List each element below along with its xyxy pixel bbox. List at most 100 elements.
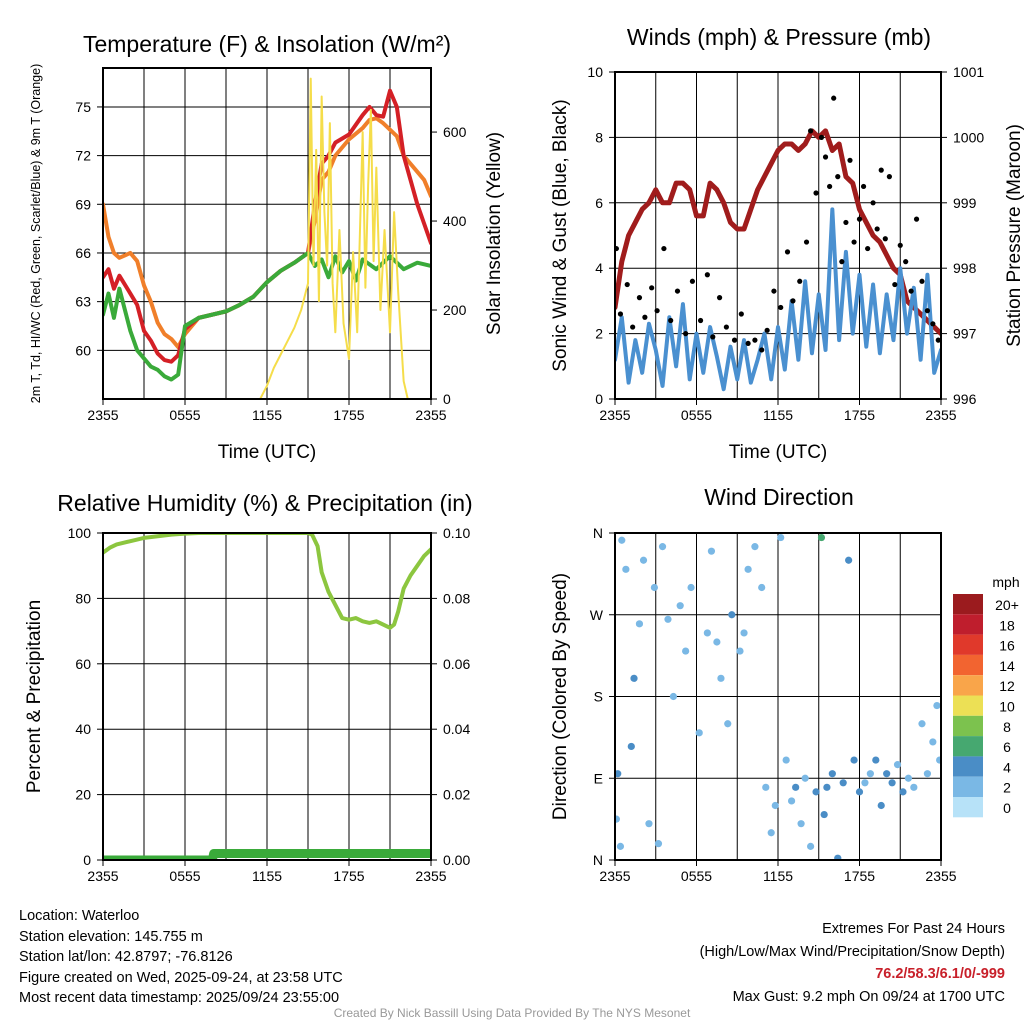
direction-point bbox=[658, 543, 667, 551]
y-tick-label: N bbox=[593, 525, 603, 541]
gust-point bbox=[759, 347, 765, 353]
y-tick-label: 20 bbox=[75, 787, 91, 803]
gust-point bbox=[668, 317, 674, 324]
legend-swatch bbox=[953, 634, 983, 655]
gust-point bbox=[649, 285, 655, 291]
y2-tick-label: 0.04 bbox=[443, 721, 470, 737]
gust-point bbox=[710, 334, 716, 340]
y2-tick-label: 600 bbox=[443, 124, 467, 140]
direction-point bbox=[695, 729, 703, 737]
direction-point bbox=[883, 770, 891, 778]
direction-point bbox=[797, 820, 805, 828]
direction-point bbox=[817, 533, 826, 542]
extremes-values: 76.2/58.3/6.1/0/-999 bbox=[875, 966, 1005, 982]
y2-tick-label: 200 bbox=[443, 302, 467, 318]
direction-point bbox=[828, 770, 836, 778]
gust-point bbox=[839, 259, 845, 265]
x-tick-label: 2355 bbox=[415, 407, 446, 423]
direction-point bbox=[899, 788, 907, 796]
gust-point bbox=[827, 183, 833, 190]
legend-label: 8 bbox=[1003, 719, 1011, 735]
gust-point bbox=[851, 239, 857, 245]
gust-point bbox=[930, 321, 936, 327]
lat-lon: Station lat/lon: 42.8797; -76.8126 bbox=[19, 949, 233, 965]
y2-tick-label: 998 bbox=[953, 260, 977, 276]
direction-point bbox=[923, 770, 932, 778]
direction-point bbox=[801, 774, 809, 782]
direction-point bbox=[820, 810, 828, 819]
recent-timestamp: Most recent data timestamp: 2025/09/24 2… bbox=[19, 990, 340, 1006]
gust-point bbox=[731, 337, 738, 343]
y-tick-label: 40 bbox=[75, 721, 91, 737]
y-tick-label: 72 bbox=[75, 148, 91, 164]
y2-tick-label: 1001 bbox=[953, 64, 984, 80]
gust-point bbox=[919, 278, 925, 284]
panel-2: Relative Humidity (%) & Precipitation (i… bbox=[24, 490, 473, 884]
series-solar-insolation bbox=[103, 77, 431, 399]
gust-point bbox=[860, 183, 867, 190]
y-tick-label: 66 bbox=[75, 245, 91, 261]
plot-frame bbox=[614, 532, 942, 861]
direction-point bbox=[771, 801, 779, 810]
y2-tick-label: 0.06 bbox=[443, 656, 470, 672]
legend-label: 18 bbox=[999, 617, 1015, 633]
y2-tick-label: 0.10 bbox=[443, 525, 470, 541]
y2-tick-label: 400 bbox=[443, 213, 467, 229]
y2-tick-label: 0.02 bbox=[443, 787, 470, 803]
gust-point bbox=[642, 314, 648, 320]
gust-point bbox=[870, 200, 876, 206]
direction-point bbox=[622, 565, 630, 573]
legend-label: 10 bbox=[999, 699, 1015, 715]
direction-point bbox=[918, 720, 926, 728]
gust-point bbox=[892, 281, 898, 288]
y2-tick-label: 0.08 bbox=[443, 590, 470, 606]
gust-point bbox=[689, 278, 696, 284]
direction-point bbox=[635, 620, 644, 628]
chart-title: Temperature (F) & Insolation (W/m²) bbox=[83, 31, 451, 57]
y-tick-label: 80 bbox=[75, 590, 91, 606]
x-axis-label: Time (UTC) bbox=[218, 442, 317, 463]
x-tick-label: 1155 bbox=[763, 407, 793, 423]
gust-point bbox=[764, 327, 770, 333]
y-axis-label: Direction (Colored By Speed) bbox=[550, 573, 571, 820]
y-tick-label: 0 bbox=[83, 852, 91, 868]
direction-point bbox=[615, 815, 620, 823]
y-tick-label: E bbox=[594, 770, 603, 786]
direction-point bbox=[782, 756, 790, 764]
direction-point bbox=[645, 820, 653, 828]
x-tick-label: 1755 bbox=[844, 868, 875, 884]
x-tick-label: 2355 bbox=[599, 868, 630, 884]
plot-area bbox=[103, 77, 431, 399]
direction-point bbox=[877, 801, 885, 810]
y2-tick-label: 999 bbox=[953, 195, 977, 211]
direction-point bbox=[866, 770, 874, 778]
y-tick-label: 4 bbox=[595, 260, 603, 276]
x-tick-label: 1155 bbox=[763, 868, 793, 884]
gust-point bbox=[818, 134, 825, 140]
x-tick-label: 0555 bbox=[681, 407, 712, 423]
y-tick-label: 60 bbox=[75, 656, 91, 672]
legend-label: 20+ bbox=[995, 597, 1019, 613]
elevation: Station elevation: 145.755 m bbox=[19, 928, 203, 945]
gust-point bbox=[797, 278, 803, 284]
direction-point bbox=[762, 783, 770, 791]
x-tick-label: 2355 bbox=[925, 407, 956, 423]
y-axis-label: 2m T, Td, HI/WC (Red, Green, Scarlet/Blu… bbox=[29, 64, 43, 403]
legend-label: 6 bbox=[1003, 739, 1011, 755]
gust-point bbox=[865, 245, 871, 252]
direction-point bbox=[888, 779, 896, 787]
gust-point bbox=[874, 226, 880, 232]
direction-point bbox=[929, 738, 937, 746]
direction-point bbox=[703, 629, 711, 637]
gust-point bbox=[803, 239, 810, 245]
gust-point bbox=[716, 295, 723, 301]
gust-point bbox=[784, 249, 791, 255]
direction-point bbox=[687, 583, 695, 592]
direction-point bbox=[664, 615, 672, 623]
direction-point bbox=[724, 720, 732, 728]
y2-tick-label: 997 bbox=[953, 326, 977, 342]
direction-point bbox=[850, 756, 858, 764]
y-axis-label: Sonic Wind & Gust (Blue, Black) bbox=[550, 99, 571, 371]
